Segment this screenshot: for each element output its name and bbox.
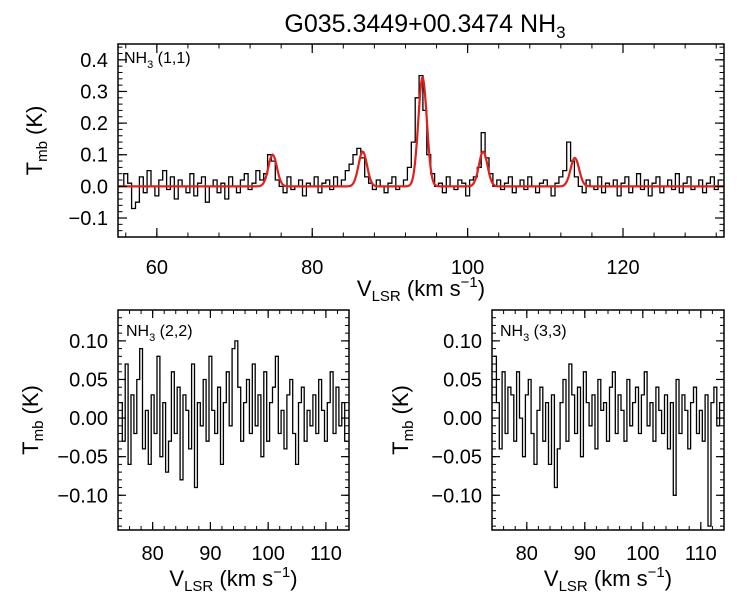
x-axis-title: VLSR (km s−1) (169, 564, 297, 595)
x-tick-label: 90 (199, 543, 221, 565)
y-tick-label: −0.10 (431, 485, 482, 507)
y-tick-label: 0.0 (80, 176, 108, 198)
spectrum-histogram (493, 355, 723, 527)
x-tick-label: 80 (142, 543, 164, 565)
y-tick-label: −0.1 (69, 208, 108, 230)
y-tick-label: 0.2 (80, 113, 108, 135)
spectrum-histogram (119, 340, 348, 489)
x-axis-title: VLSR (km s−1) (544, 564, 672, 595)
y-tick-label: 0.05 (443, 369, 482, 391)
y-axis-title: Tmb (K) (22, 106, 51, 176)
panel-nh3-11: 60 80 100 120 −0.1 0.0 0.1 0.2 0.3 0.4 NH3 (1,1) VL… (22, 43, 725, 305)
x-tick-label: 90 (574, 543, 596, 565)
y-tick-label: 0.00 (443, 408, 482, 430)
x-tick-label: 100 (251, 543, 284, 565)
x-tick-label: 110 (685, 543, 717, 565)
x-tick-label: 110 (310, 543, 342, 565)
x-tick-label: 80 (516, 543, 538, 565)
panel-nh3-33: 80 90 100 110 −0.10 −0.05 0.00 0.05 0.10 NH3 (3,3… (388, 309, 725, 595)
y-tick-label: 0.10 (443, 331, 482, 353)
y-axis-title: Tmb (K) (388, 385, 417, 455)
y-tick-label: 0.05 (69, 369, 108, 391)
x-tick-label: 100 (626, 543, 659, 565)
figure-title: G035.3449+00.3474 NH3 (284, 10, 565, 42)
y-axis-title: Tmb (K) (18, 385, 47, 455)
spectrum-histogram (119, 74, 723, 210)
x-axis-title: VLSR (km s−1) (357, 274, 485, 305)
x-tick-label: 100 (451, 257, 484, 279)
x-tick-label: 120 (606, 257, 639, 279)
y-tick-label: 0.3 (80, 81, 108, 103)
y-tick-label: −0.05 (57, 447, 108, 469)
y-tick-label: 0.00 (69, 408, 108, 430)
x-tick-label: 80 (301, 257, 323, 279)
gaussian-fit-line (118, 76, 724, 188)
y-tick-label: −0.10 (57, 485, 108, 507)
panel-label: NH3 (3,3) (500, 323, 567, 344)
y-tick-label: 0.1 (80, 145, 108, 167)
y-tick-label: 0.4 (80, 50, 108, 72)
panel-label: NH3 (2,2) (126, 323, 193, 344)
plot-frame (117, 43, 725, 238)
panel-label: NH3 (1,1) (124, 50, 191, 71)
x-tick-label: 60 (146, 257, 168, 279)
y-tick-label: −0.05 (431, 447, 482, 469)
y-tick-label: 0.10 (69, 331, 108, 353)
panel-nh3-22: 80 90 100 110 −0.10 −0.05 0.00 0.05 0.10 NH3 (2,2… (18, 309, 350, 595)
